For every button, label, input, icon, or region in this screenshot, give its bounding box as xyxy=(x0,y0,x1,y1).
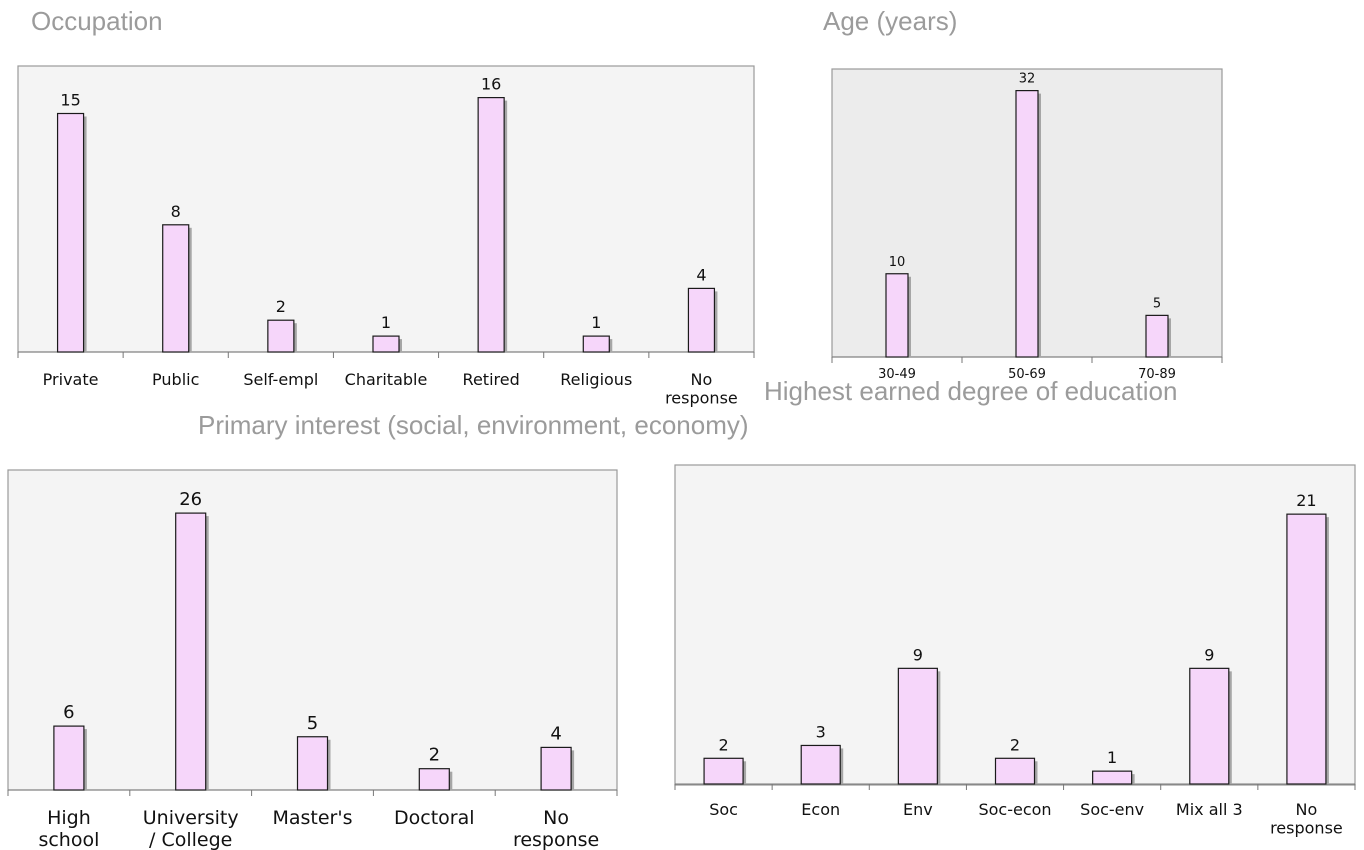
category-label: Mix all 3 xyxy=(1176,800,1243,819)
value-label: 2 xyxy=(276,297,286,316)
category-label: University / College xyxy=(143,807,239,850)
category-label: Self-empl xyxy=(243,370,318,389)
bar-interest xyxy=(994,757,1036,785)
bar-interest xyxy=(1189,667,1230,785)
bar-occupation xyxy=(267,319,295,353)
bar-age xyxy=(885,273,909,358)
plot-area xyxy=(17,65,755,353)
bar-interest xyxy=(703,757,744,785)
value-label: 5 xyxy=(307,713,318,734)
value-label: 1 xyxy=(381,313,391,332)
value-label: 9 xyxy=(913,645,923,664)
category-label: 50-69 xyxy=(1008,367,1046,382)
category-label: Econ xyxy=(801,800,840,819)
value-label: 2 xyxy=(1010,735,1020,754)
bar-education xyxy=(175,512,207,791)
bar-education xyxy=(53,725,85,791)
value-label: 4 xyxy=(550,723,561,744)
category-label: No response xyxy=(1270,800,1343,837)
bar-occupation xyxy=(56,112,85,353)
category-label: Public xyxy=(152,370,199,389)
bar-occupation xyxy=(372,335,400,353)
category-label: Private xyxy=(43,370,99,389)
category-label: Env xyxy=(903,800,933,819)
value-label: 8 xyxy=(171,202,181,221)
bar-interest xyxy=(1286,513,1327,785)
bar-interest xyxy=(897,667,938,785)
bar-education xyxy=(296,736,329,791)
category-label: Religious xyxy=(560,370,632,389)
value-label: 2 xyxy=(429,745,440,766)
bar-education xyxy=(540,746,572,791)
value-label: 2 xyxy=(718,735,728,754)
value-label: 9 xyxy=(1204,645,1214,664)
category-label: Soc xyxy=(709,800,738,819)
chart-title-age: Age (years) xyxy=(823,6,958,36)
bar-interest xyxy=(800,744,841,785)
chart-title-occupation: Occupation xyxy=(31,6,163,36)
value-label: 5 xyxy=(1153,296,1161,311)
chart-title-interest: Primary interest (social, environment, e… xyxy=(198,410,749,440)
category-label: Master's xyxy=(272,807,352,829)
value-label: 21 xyxy=(1296,491,1316,510)
category-label: Charitable xyxy=(345,370,428,389)
value-label: 1 xyxy=(1107,748,1117,767)
category-label: No response xyxy=(513,807,599,850)
value-label: 16 xyxy=(481,75,501,94)
category-label: 70-89 xyxy=(1138,367,1176,382)
value-label: 3 xyxy=(816,722,826,741)
category-label: 30-49 xyxy=(878,367,916,382)
value-label: 32 xyxy=(1019,72,1036,87)
bar-education xyxy=(418,768,450,791)
category-label: Soc-env xyxy=(1080,800,1144,819)
bar-interest xyxy=(1092,770,1133,785)
value-label: 6 xyxy=(63,702,74,723)
value-label: 10 xyxy=(889,255,906,270)
plot-area xyxy=(674,464,1356,786)
bar-occupation xyxy=(582,335,610,353)
category-label: High school xyxy=(38,807,99,850)
value-label: 26 xyxy=(179,489,202,510)
bar-occupation xyxy=(687,287,716,353)
category-label: No response xyxy=(665,370,738,407)
bar-age xyxy=(1145,314,1169,358)
chart-title-education: Highest earned degree of education xyxy=(764,376,1178,406)
bar-age xyxy=(1015,89,1039,358)
category-label: Retired xyxy=(463,370,520,389)
category-label: Soc-econ xyxy=(978,800,1051,819)
value-label: 15 xyxy=(60,91,80,110)
value-label: 1 xyxy=(591,313,601,332)
category-label: Doctoral xyxy=(394,807,475,829)
bar-occupation xyxy=(162,224,190,353)
value-label: 4 xyxy=(696,265,706,284)
bar-occupation xyxy=(477,96,505,353)
